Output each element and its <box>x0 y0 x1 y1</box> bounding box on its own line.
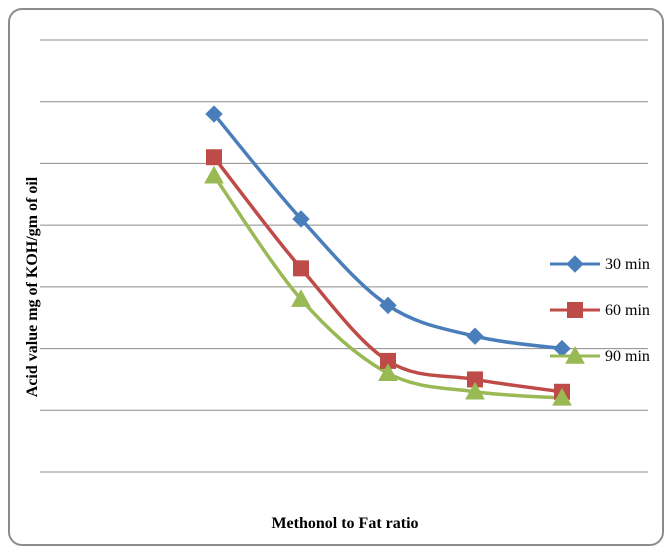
data-point <box>206 149 222 166</box>
data-point <box>292 210 310 228</box>
chart-frame <box>8 8 664 546</box>
legend-label: 60 min <box>605 302 650 319</box>
data-point <box>467 371 483 388</box>
data-point <box>380 352 396 369</box>
legend: 30 min 60 min 90 min <box>550 255 650 365</box>
legend-label: 90 min <box>605 348 650 365</box>
data-point <box>466 327 484 345</box>
data-point <box>552 387 572 406</box>
data-point <box>553 339 571 358</box>
legend-marker <box>565 345 585 364</box>
legend-label: 30 min <box>605 256 650 273</box>
series-line-30-min <box>212 112 563 351</box>
data-point <box>378 363 398 381</box>
y-axis-title: Acid value mg of KOH/gm of oil <box>24 176 41 397</box>
data-point <box>204 165 224 184</box>
gridlines <box>40 39 648 473</box>
data-point <box>379 296 397 315</box>
series-markers <box>204 105 572 406</box>
legend-marker <box>567 302 583 318</box>
data-point <box>293 260 309 277</box>
data-point <box>465 381 485 400</box>
data-point <box>205 105 223 123</box>
data-point <box>291 289 311 307</box>
x-axis-title: Methonol to Fat ratio <box>271 515 418 532</box>
legend-marker <box>566 255 584 273</box>
